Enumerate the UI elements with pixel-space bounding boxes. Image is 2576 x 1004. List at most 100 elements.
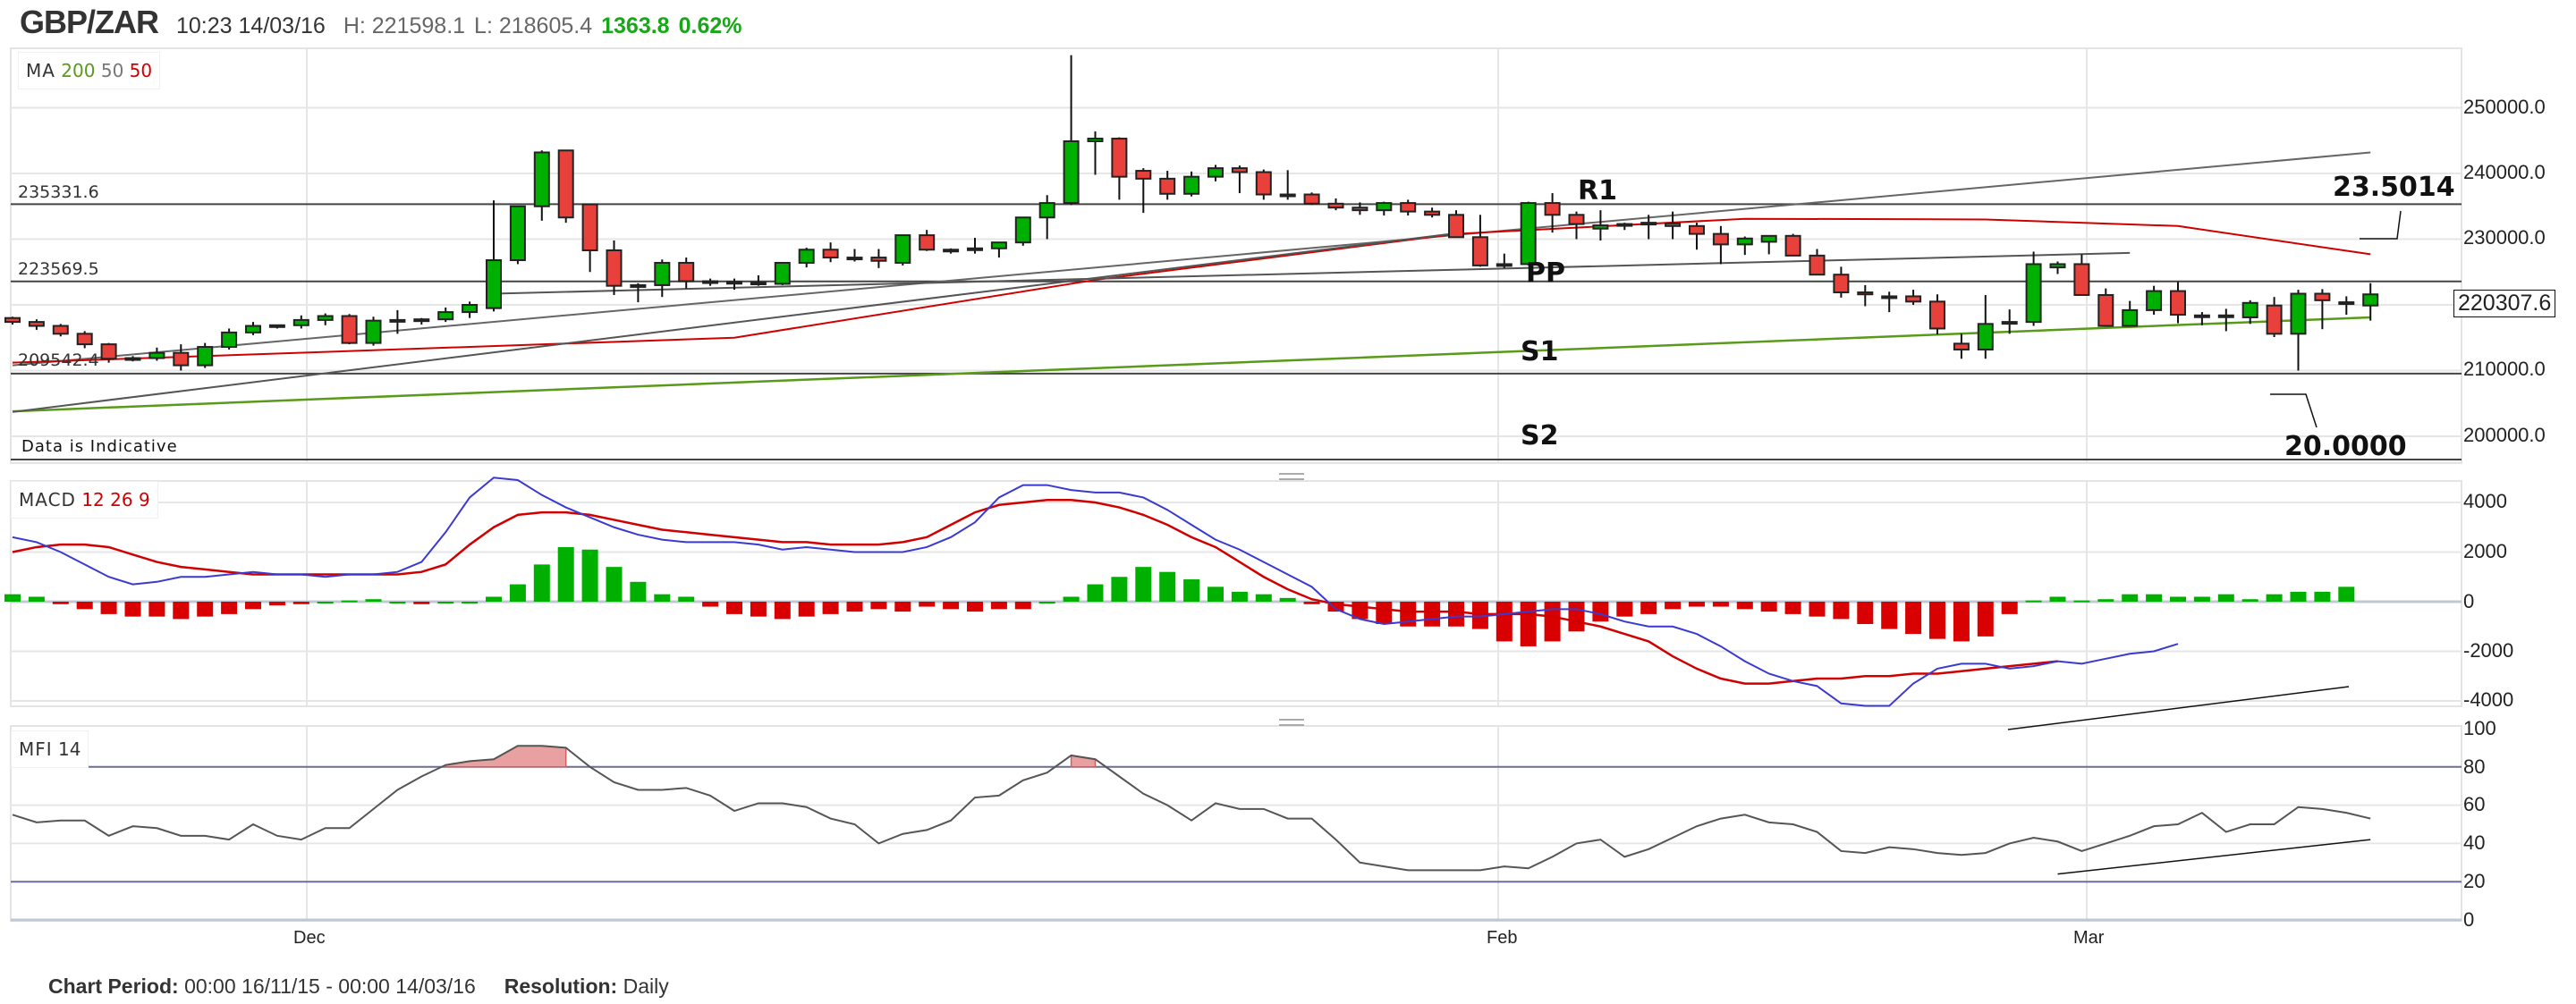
resolution-value: Daily (623, 974, 669, 998)
macd-histogram-bar (2266, 594, 2283, 602)
chart-period-label: Chart Period: (48, 974, 179, 998)
candle-down (4, 316, 21, 324)
macd-histogram-bar (1111, 577, 1128, 602)
macd-histogram-bar (678, 596, 695, 602)
mfi-line (12, 745, 2371, 872)
macd-tick-2000: 2000 (2463, 540, 2507, 562)
macd-histogram-bar (1953, 602, 1970, 642)
mfi-legend-name: MFI (19, 738, 53, 760)
macd-fast-period: 12 (81, 489, 105, 510)
ma-legend[interactable]: MA 200 50 50 (18, 52, 161, 89)
price-change-percent: 0.62% (678, 13, 742, 38)
macd-histogram-bar (1038, 602, 1055, 603)
mfi-tick-0: 0 (2463, 908, 2475, 931)
candle-down (2266, 304, 2283, 335)
candle-up (1014, 216, 1031, 244)
macd-line (12, 477, 2179, 707)
macd-histogram-bar (1014, 602, 1031, 610)
macd-histogram-bar (341, 600, 358, 603)
macd-histogram-bar (1520, 602, 1537, 646)
candle-up (124, 357, 141, 361)
candle-up (2338, 301, 2355, 306)
candle-up (317, 315, 334, 321)
candle-down (1424, 210, 1441, 216)
macd-histogram-bar (245, 602, 261, 610)
macd-histogram-bar (28, 596, 45, 602)
candle-up (413, 318, 430, 323)
price-tick-250000: 250000.0 (2463, 96, 2546, 118)
macd-histogram-bar (509, 584, 526, 602)
upper-target-pointer (2360, 210, 2402, 240)
macd-histogram-bar (1135, 567, 1152, 602)
macd-legend[interactable]: MACD 12 26 9 (11, 481, 158, 519)
candle-up (1087, 138, 1104, 142)
macd-histogram-bar (173, 602, 190, 620)
s2-annotation: S2 (1521, 420, 1559, 451)
macd-histogram-bar (2314, 591, 2331, 602)
macd-histogram-bar (52, 602, 69, 604)
candle-down (1159, 177, 1176, 195)
price-tick-210000: 210000.0 (2463, 358, 2546, 380)
macd-histogram-bar (413, 602, 430, 604)
macd-histogram-bar (1159, 571, 1176, 602)
candle-up (654, 261, 671, 286)
price-tick-230000: 230000.0 (2463, 226, 2546, 249)
macd-histogram-bar (1568, 602, 1585, 632)
macd-histogram-bar (1689, 602, 1705, 607)
price-tick-200000: 200000.0 (2463, 424, 2546, 446)
macd-histogram-bar (1640, 602, 1657, 614)
trend-line (493, 251, 2131, 295)
macd-histogram-bar (2025, 600, 2042, 603)
candle-up (365, 319, 382, 344)
macd-histogram-bar (1929, 602, 1945, 639)
macd-histogram-bar (894, 602, 911, 612)
candle-down (1953, 342, 1970, 350)
candle-up (2146, 290, 2163, 311)
candle-down (1471, 236, 1488, 266)
candle-down (1568, 214, 1585, 225)
macd-histogram-bar (1448, 602, 1464, 627)
candle-up (798, 249, 815, 264)
ma50-red-period: 50 (129, 60, 153, 81)
mfi-legend[interactable]: MFI 14 (11, 730, 89, 768)
panel-resize-handle-macd[interactable] (1279, 473, 1304, 480)
candle-up (2290, 292, 2307, 335)
panel-resize-handle-mfi[interactable] (1279, 719, 1304, 726)
macd-histogram-bar (774, 602, 791, 620)
pp-level-value: 223569.5 (18, 259, 99, 279)
candle-up (2362, 293, 2379, 307)
candle-up (268, 324, 285, 328)
macd-histogram-bar (1977, 602, 1994, 637)
r1-level-value: 235331.6 (18, 182, 99, 202)
macd-histogram-bar (1087, 584, 1104, 602)
candle-up (2217, 314, 2234, 318)
macd-histogram-bar (76, 602, 93, 610)
x-label-mar: Mar (2073, 928, 2105, 948)
macd-histogram-bar (2170, 596, 2186, 602)
x-label-dec: Dec (293, 928, 326, 948)
macd-histogram-bar (702, 602, 719, 607)
candle-down (2097, 293, 2114, 327)
upper-target-annotation: 23.5014 (2333, 172, 2455, 203)
candle-up (1038, 202, 1055, 219)
mfi-tick-100: 100 (2463, 717, 2496, 739)
macd-histogram-bar (292, 602, 309, 604)
candle-down (1255, 171, 1272, 196)
macd-histogram-bar (2097, 599, 2114, 602)
macd-histogram-bar (630, 581, 647, 602)
candle-up (2241, 301, 2258, 318)
macd-histogram-bar (268, 602, 285, 606)
candle-down (1327, 202, 1344, 209)
candle-down (1857, 291, 1874, 296)
candle-up (389, 318, 406, 323)
candle-up (245, 325, 261, 333)
candle-up (630, 283, 647, 288)
candle-up (2049, 263, 2066, 269)
candle-down (678, 261, 695, 283)
macd-histogram-bar (1809, 602, 1826, 617)
candle-up (292, 318, 309, 326)
last-price-marker: 220307.6 (2453, 290, 2556, 317)
macd-histogram-bar (726, 602, 742, 614)
macd-histogram-bar (1471, 602, 1488, 629)
